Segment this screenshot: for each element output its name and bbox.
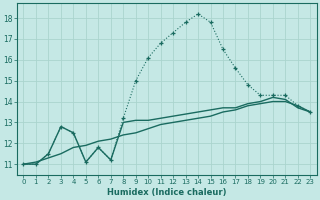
X-axis label: Humidex (Indice chaleur): Humidex (Indice chaleur): [107, 188, 227, 197]
